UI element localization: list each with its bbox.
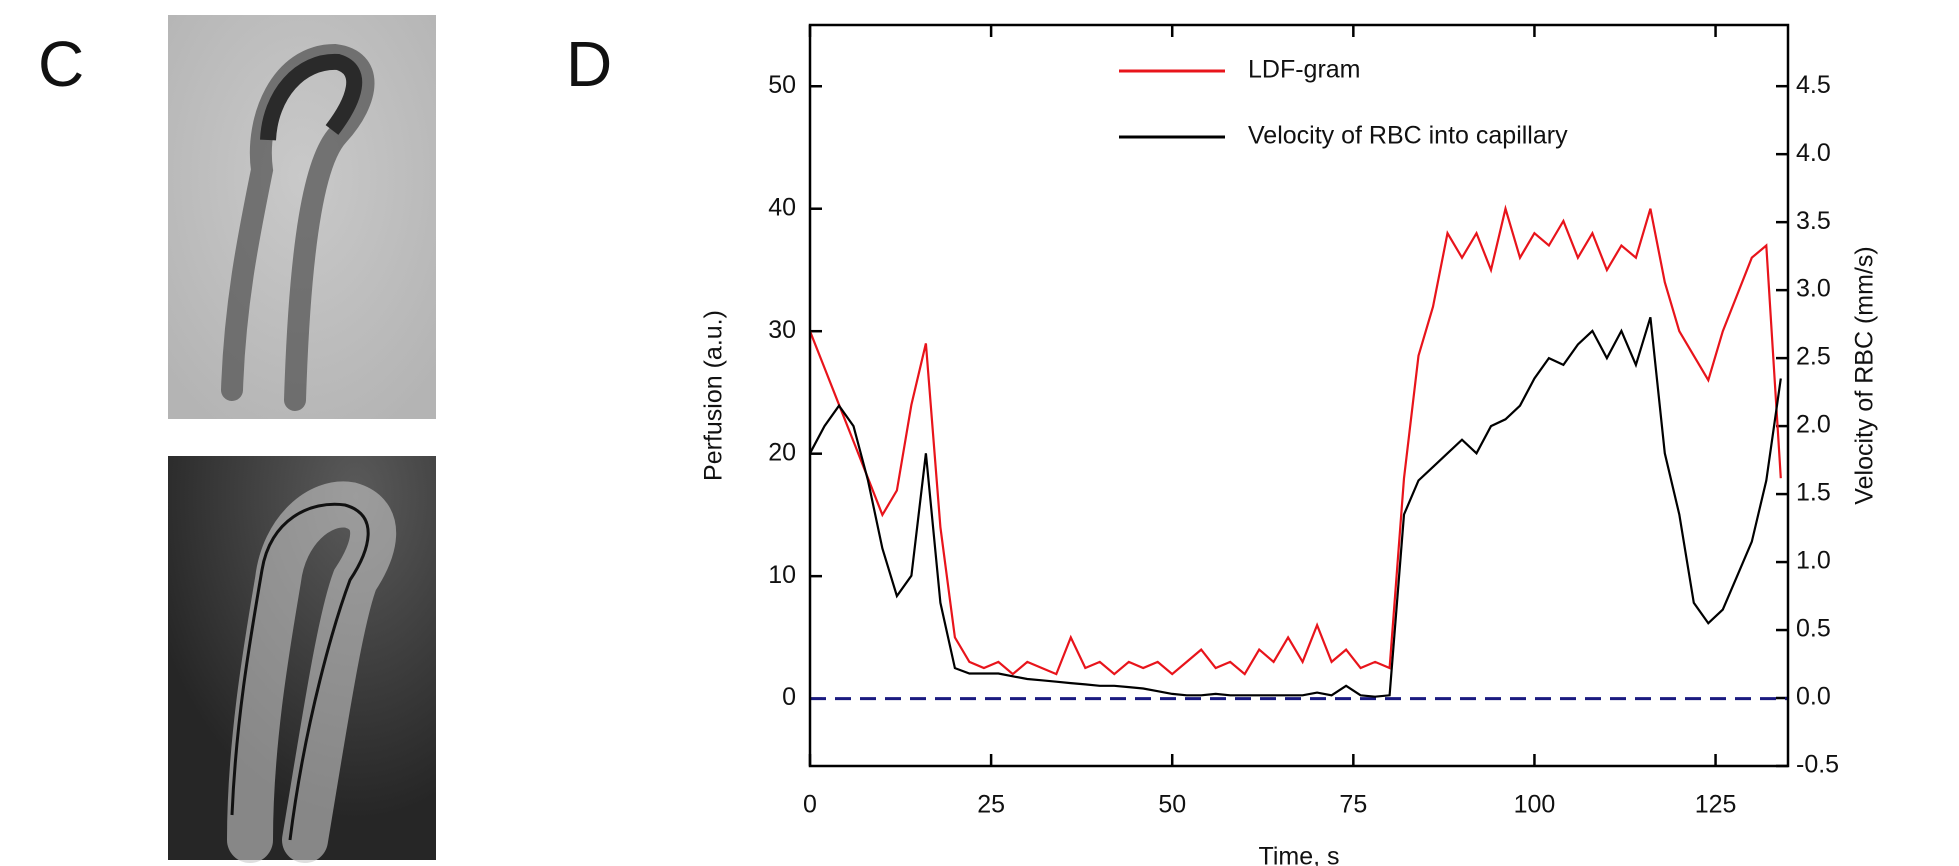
x-tick-label: 75 [1339, 791, 1367, 819]
y-tick-label: 50 [768, 71, 796, 99]
y2-tick-label: 4.5 [1796, 71, 1831, 99]
x-axis-label: Time, s [1258, 843, 1339, 866]
y2-tick-label: 0.0 [1796, 683, 1831, 711]
y-tick-label: 0 [782, 683, 796, 711]
legend-label: LDF-gram [1248, 56, 1361, 84]
y2-tick-label: -0.5 [1796, 751, 1839, 779]
y2-tick-label: 4.0 [1796, 139, 1831, 167]
x-tick-label: 0 [803, 791, 817, 819]
y-tick-label: 30 [768, 316, 796, 344]
y-tick-label: 40 [768, 193, 796, 221]
y2-axis-label: Velocity of RBC (mm/s) [1851, 246, 1879, 504]
panel-label: C [38, 28, 84, 100]
y-axis-label: Perfusion (a.u.) [700, 310, 728, 481]
y-tick-label: 20 [768, 438, 796, 466]
y-tick-label: 10 [768, 561, 796, 589]
legend-label: Velocity of RBC into capillary [1248, 122, 1568, 150]
y2-tick-label: 3.0 [1796, 275, 1831, 303]
y2-tick-label: 0.5 [1796, 615, 1831, 643]
series-line [809, 316, 1782, 698]
micrograph-processed [168, 456, 436, 863]
micrograph-raw [168, 15, 436, 419]
x-tick-label: 100 [1514, 791, 1556, 819]
y2-tick-label: 2.0 [1796, 411, 1831, 439]
y2-tick-label: 1.5 [1796, 479, 1831, 507]
y2-tick-label: 3.5 [1796, 207, 1831, 235]
panel-label: D [566, 28, 612, 100]
plot-frame [808, 23, 1790, 768]
x-tick-label: 125 [1695, 791, 1737, 819]
y2-tick-label: 2.5 [1796, 343, 1831, 371]
series-line [808, 204, 1782, 676]
y2-tick-label: 1.0 [1796, 547, 1831, 575]
x-tick-label: 25 [977, 791, 1005, 819]
x-tick-label: 50 [1158, 791, 1186, 819]
